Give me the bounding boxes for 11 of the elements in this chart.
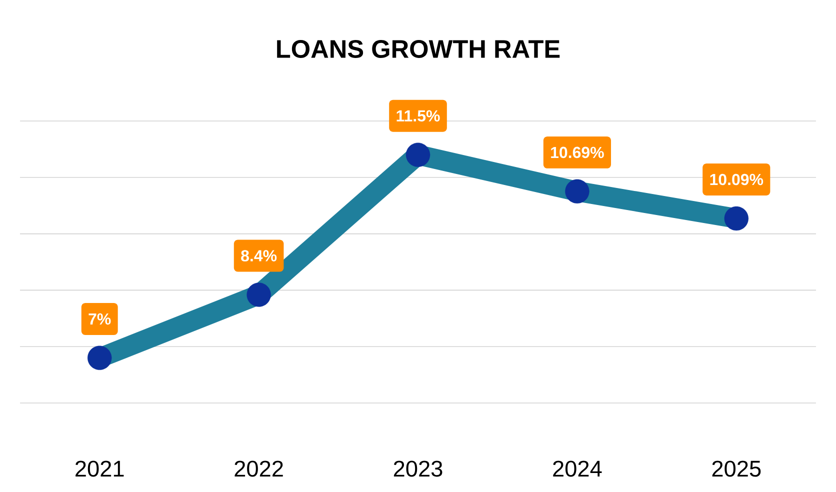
x-tick-label: 2025: [712, 460, 761, 477]
data-label: 10.09%: [710, 174, 764, 186]
x-tick-label: 2021: [76, 460, 124, 477]
data-label: 7%: [88, 313, 111, 325]
data-label: 8.4%: [241, 250, 277, 262]
x-tick-label: 2023: [394, 460, 442, 477]
x-tick-label: 2024: [553, 460, 602, 477]
data-label: 11.5%: [396, 110, 440, 122]
data-label: 10.69%: [551, 146, 604, 158]
chart-title: LOANS GROWTH RATE: [277, 40, 560, 58]
x-tick-label: 2022: [234, 460, 283, 477]
